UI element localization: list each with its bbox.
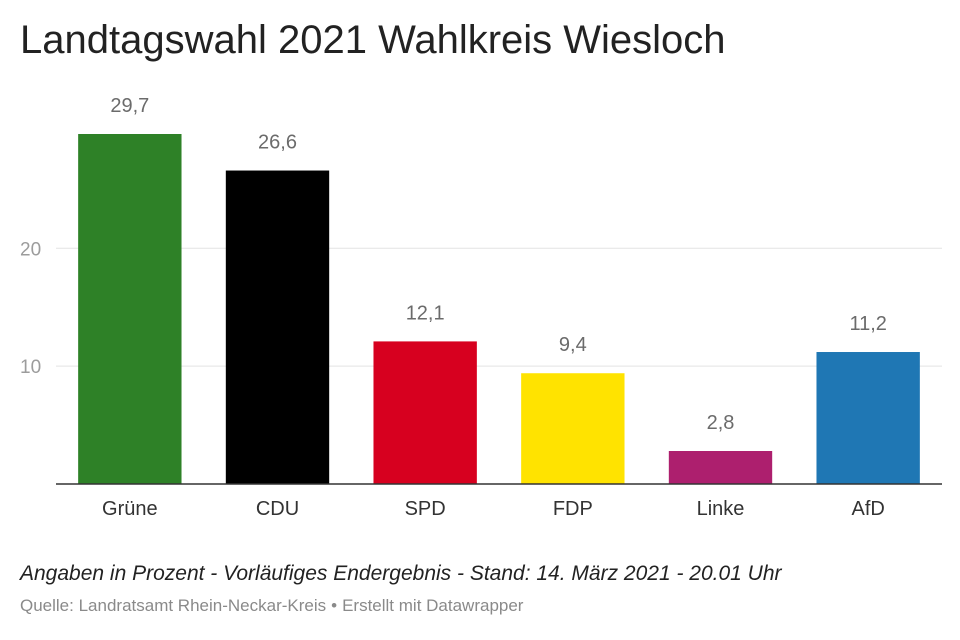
x-tick-label: CDU [256, 498, 299, 520]
y-tick-label: 20 [20, 239, 41, 260]
bar [521, 373, 625, 484]
bar [373, 341, 477, 484]
bar [225, 170, 330, 484]
source-separator: • [331, 596, 338, 615]
chart-title: Landtagswahl 2021 Wahlkreis Wiesloch [20, 18, 726, 62]
x-tick-label: FDP [553, 498, 593, 520]
x-tick-label: Grüne [102, 498, 158, 520]
bar [816, 352, 920, 484]
bar-value-label: 12,1 [406, 302, 445, 324]
x-tick-label: SPD [405, 498, 446, 520]
bar-value-label: 2,8 [707, 412, 735, 434]
bar [668, 451, 773, 484]
source-text: Quelle: Landratsamt Rhein-Neckar-Kreis [20, 596, 327, 615]
chart-source: Quelle: Landratsamt Rhein-Neckar-Kreis • E… [20, 596, 523, 616]
x-tick-label: AfD [851, 498, 884, 520]
y-tick-label: 10 [20, 357, 41, 378]
bar-value-label: 26,6 [258, 132, 297, 154]
bar-value-label: 29,7 [110, 95, 149, 117]
x-tick-label: Linke [697, 498, 745, 520]
bar-value-label: 9,4 [559, 334, 587, 356]
bar-value-label: 11,2 [849, 313, 886, 335]
bar-chart: 10 20 29,7 Grüne 26,6 CDU 12,1 SPD 9,4 FDP 2,8 Link… [20, 95, 942, 520]
credit-text: Erstellt mit Datawrapper [342, 596, 524, 615]
bar [78, 134, 182, 484]
chart-note: Angaben in Prozent - Vorläufiges Enderge… [20, 562, 782, 585]
